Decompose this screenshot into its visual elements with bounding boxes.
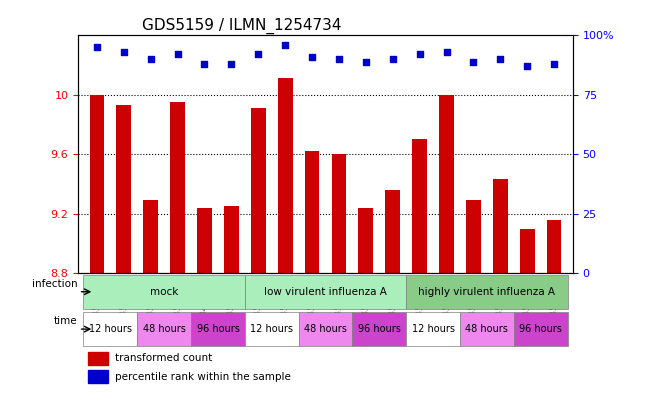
Text: percentile rank within the sample: percentile rank within the sample [115, 372, 291, 382]
FancyBboxPatch shape [299, 312, 352, 346]
FancyBboxPatch shape [406, 312, 460, 346]
Bar [466, 200, 481, 273]
Bar [88, 370, 108, 383]
Point [118, 49, 129, 55]
Bar [170, 102, 185, 273]
FancyBboxPatch shape [406, 275, 568, 309]
Point [522, 63, 533, 70]
FancyBboxPatch shape [83, 275, 245, 309]
Point [415, 51, 425, 57]
Point [495, 56, 505, 62]
Text: 12 hours: 12 hours [411, 324, 454, 334]
Point [549, 61, 559, 67]
Text: infection: infection [32, 279, 77, 289]
Bar [278, 79, 292, 273]
Bar [251, 108, 266, 273]
Text: 48 hours: 48 hours [465, 324, 508, 334]
Bar [88, 351, 108, 365]
Bar [143, 200, 158, 273]
Text: 12 hours: 12 hours [89, 324, 132, 334]
Bar [493, 180, 508, 273]
FancyBboxPatch shape [352, 312, 406, 346]
FancyBboxPatch shape [514, 312, 568, 346]
Bar [224, 206, 239, 273]
Text: highly virulent influenza A: highly virulent influenza A [419, 287, 555, 297]
Point [468, 59, 478, 65]
Bar [439, 95, 454, 273]
Text: 48 hours: 48 hours [304, 324, 347, 334]
Point [441, 49, 452, 55]
FancyBboxPatch shape [460, 312, 514, 346]
Bar [359, 208, 373, 273]
Bar [412, 140, 427, 273]
Bar [385, 190, 400, 273]
Text: time: time [54, 316, 77, 326]
Text: mock: mock [150, 287, 178, 297]
Text: 96 hours: 96 hours [197, 324, 240, 334]
Bar [305, 151, 320, 273]
Point [387, 56, 398, 62]
FancyBboxPatch shape [245, 275, 406, 309]
FancyBboxPatch shape [83, 312, 137, 346]
Text: 96 hours: 96 hours [358, 324, 401, 334]
Bar [117, 105, 132, 273]
FancyBboxPatch shape [191, 312, 245, 346]
Bar [90, 95, 104, 273]
Point [92, 44, 102, 50]
Text: low virulent influenza A: low virulent influenza A [264, 287, 387, 297]
Point [226, 61, 236, 67]
Text: GDS5159 / ILMN_1254734: GDS5159 / ILMN_1254734 [143, 18, 342, 34]
Point [173, 51, 183, 57]
FancyBboxPatch shape [137, 312, 191, 346]
Text: transformed count: transformed count [115, 353, 212, 363]
Bar [331, 154, 346, 273]
Bar [547, 220, 561, 273]
Point [253, 51, 264, 57]
FancyBboxPatch shape [245, 312, 299, 346]
Bar [519, 228, 534, 273]
Point [361, 59, 371, 65]
Point [146, 56, 156, 62]
Point [199, 61, 210, 67]
Text: 48 hours: 48 hours [143, 324, 186, 334]
Text: 12 hours: 12 hours [250, 324, 293, 334]
Point [307, 53, 317, 60]
Point [334, 56, 344, 62]
Point [280, 42, 290, 48]
Text: 96 hours: 96 hours [519, 324, 562, 334]
Bar [197, 208, 212, 273]
